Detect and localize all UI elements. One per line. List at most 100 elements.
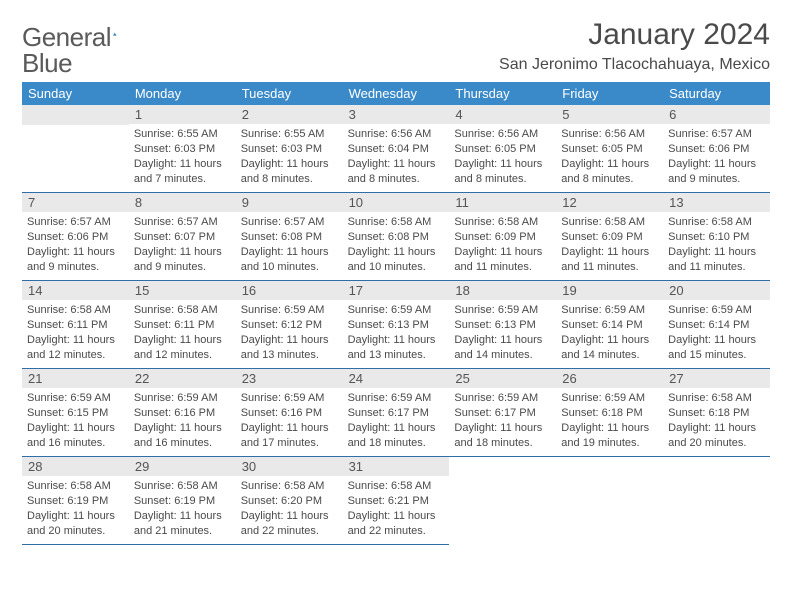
day-details: Sunrise: 6:58 AMSunset: 6:08 PMDaylight:…: [343, 212, 450, 279]
day-number: 28: [22, 457, 129, 476]
calendar-cell: 20Sunrise: 6:59 AMSunset: 6:14 PMDayligh…: [663, 281, 770, 369]
calendar-cell: 4Sunrise: 6:56 AMSunset: 6:05 PMDaylight…: [449, 105, 556, 193]
calendar-cell: 24Sunrise: 6:59 AMSunset: 6:17 PMDayligh…: [343, 369, 450, 457]
day-details: Sunrise: 6:57 AMSunset: 6:06 PMDaylight:…: [22, 212, 129, 279]
brand-word2: Blue: [22, 48, 72, 78]
calendar-cell: 31Sunrise: 6:58 AMSunset: 6:21 PMDayligh…: [343, 457, 450, 545]
day-details: Sunrise: 6:58 AMSunset: 6:20 PMDaylight:…: [236, 476, 343, 543]
brand-word2-wrap: Blue: [22, 48, 72, 79]
day-number: 8: [129, 193, 236, 212]
day-details: Sunrise: 6:59 AMSunset: 6:17 PMDaylight:…: [343, 388, 450, 455]
calendar-header-row: SundayMondayTuesdayWednesdayThursdayFrid…: [22, 82, 770, 105]
day-details: Sunrise: 6:59 AMSunset: 6:17 PMDaylight:…: [449, 388, 556, 455]
day-number: 2: [236, 105, 343, 124]
day-details: Sunrise: 6:59 AMSunset: 6:13 PMDaylight:…: [343, 300, 450, 367]
day-details: Sunrise: 6:59 AMSunset: 6:18 PMDaylight:…: [556, 388, 663, 455]
day-number: 7: [22, 193, 129, 212]
day-details: Sunrise: 6:58 AMSunset: 6:09 PMDaylight:…: [449, 212, 556, 279]
day-details: Sunrise: 6:59 AMSunset: 6:16 PMDaylight:…: [129, 388, 236, 455]
weekday-header: Tuesday: [236, 82, 343, 105]
day-number: 22: [129, 369, 236, 388]
day-number: 19: [556, 281, 663, 300]
logo-sail-icon: [113, 24, 117, 44]
calendar-body: 1Sunrise: 6:55 AMSunset: 6:03 PMDaylight…: [22, 105, 770, 545]
calendar-cell: 28Sunrise: 6:58 AMSunset: 6:19 PMDayligh…: [22, 457, 129, 545]
calendar-cell: 30Sunrise: 6:58 AMSunset: 6:20 PMDayligh…: [236, 457, 343, 545]
day-number: 14: [22, 281, 129, 300]
calendar-cell: 14Sunrise: 6:58 AMSunset: 6:11 PMDayligh…: [22, 281, 129, 369]
day-details: Sunrise: 6:58 AMSunset: 6:19 PMDaylight:…: [22, 476, 129, 543]
header-right: January 2024 San Jeronimo Tlacochahuaya,…: [499, 18, 770, 74]
day-number: 9: [236, 193, 343, 212]
calendar-cell: 12Sunrise: 6:58 AMSunset: 6:09 PMDayligh…: [556, 193, 663, 281]
calendar-cell: 5Sunrise: 6:56 AMSunset: 6:05 PMDaylight…: [556, 105, 663, 193]
day-number: 25: [449, 369, 556, 388]
day-number: 17: [343, 281, 450, 300]
calendar-cell: 16Sunrise: 6:59 AMSunset: 6:12 PMDayligh…: [236, 281, 343, 369]
day-details: Sunrise: 6:59 AMSunset: 6:16 PMDaylight:…: [236, 388, 343, 455]
calendar-cell: [22, 105, 129, 193]
day-number: 4: [449, 105, 556, 124]
calendar-cell: [449, 457, 556, 545]
day-details: Sunrise: 6:59 AMSunset: 6:15 PMDaylight:…: [22, 388, 129, 455]
day-number: 29: [129, 457, 236, 476]
day-details: Sunrise: 6:55 AMSunset: 6:03 PMDaylight:…: [236, 124, 343, 191]
day-number: 3: [343, 105, 450, 124]
calendar-cell: 18Sunrise: 6:59 AMSunset: 6:13 PMDayligh…: [449, 281, 556, 369]
calendar-cell: 22Sunrise: 6:59 AMSunset: 6:16 PMDayligh…: [129, 369, 236, 457]
day-number: 15: [129, 281, 236, 300]
calendar-cell: 10Sunrise: 6:58 AMSunset: 6:08 PMDayligh…: [343, 193, 450, 281]
calendar-cell: 23Sunrise: 6:59 AMSunset: 6:16 PMDayligh…: [236, 369, 343, 457]
day-details: Sunrise: 6:58 AMSunset: 6:11 PMDaylight:…: [129, 300, 236, 367]
calendar-cell: 11Sunrise: 6:58 AMSunset: 6:09 PMDayligh…: [449, 193, 556, 281]
day-details: Sunrise: 6:57 AMSunset: 6:06 PMDaylight:…: [663, 124, 770, 191]
day-number: 11: [449, 193, 556, 212]
day-details: Sunrise: 6:58 AMSunset: 6:19 PMDaylight:…: [129, 476, 236, 543]
month-title: January 2024: [499, 18, 770, 52]
calendar-cell: 6Sunrise: 6:57 AMSunset: 6:06 PMDaylight…: [663, 105, 770, 193]
calendar-cell: 2Sunrise: 6:55 AMSunset: 6:03 PMDaylight…: [236, 105, 343, 193]
calendar-cell: 17Sunrise: 6:59 AMSunset: 6:13 PMDayligh…: [343, 281, 450, 369]
calendar-cell: 8Sunrise: 6:57 AMSunset: 6:07 PMDaylight…: [129, 193, 236, 281]
calendar-cell: 3Sunrise: 6:56 AMSunset: 6:04 PMDaylight…: [343, 105, 450, 193]
calendar-cell: 25Sunrise: 6:59 AMSunset: 6:17 PMDayligh…: [449, 369, 556, 457]
weekday-header: Sunday: [22, 82, 129, 105]
day-details: Sunrise: 6:59 AMSunset: 6:14 PMDaylight:…: [663, 300, 770, 367]
day-details: Sunrise: 6:57 AMSunset: 6:08 PMDaylight:…: [236, 212, 343, 279]
day-number-empty: [22, 105, 129, 125]
calendar-cell: 21Sunrise: 6:59 AMSunset: 6:15 PMDayligh…: [22, 369, 129, 457]
weekday-header: Wednesday: [343, 82, 450, 105]
weekday-header: Saturday: [663, 82, 770, 105]
day-details: Sunrise: 6:56 AMSunset: 6:05 PMDaylight:…: [449, 124, 556, 191]
day-details: Sunrise: 6:58 AMSunset: 6:11 PMDaylight:…: [22, 300, 129, 367]
day-details: Sunrise: 6:55 AMSunset: 6:03 PMDaylight:…: [129, 124, 236, 191]
day-details: Sunrise: 6:58 AMSunset: 6:18 PMDaylight:…: [663, 388, 770, 455]
day-number: 12: [556, 193, 663, 212]
calendar-cell: [663, 457, 770, 545]
day-details: Sunrise: 6:56 AMSunset: 6:04 PMDaylight:…: [343, 124, 450, 191]
location-subtitle: San Jeronimo Tlacochahuaya, Mexico: [499, 56, 770, 74]
weekday-header: Friday: [556, 82, 663, 105]
calendar-cell: [556, 457, 663, 545]
calendar: SundayMondayTuesdayWednesdayThursdayFrid…: [22, 82, 770, 545]
day-details: Sunrise: 6:58 AMSunset: 6:09 PMDaylight:…: [556, 212, 663, 279]
calendar-cell: 19Sunrise: 6:59 AMSunset: 6:14 PMDayligh…: [556, 281, 663, 369]
day-number: 27: [663, 369, 770, 388]
day-details: Sunrise: 6:56 AMSunset: 6:05 PMDaylight:…: [556, 124, 663, 191]
calendar-cell: 26Sunrise: 6:59 AMSunset: 6:18 PMDayligh…: [556, 369, 663, 457]
day-number: 31: [343, 457, 450, 476]
day-details: Sunrise: 6:58 AMSunset: 6:21 PMDaylight:…: [343, 476, 450, 543]
day-details: Sunrise: 6:59 AMSunset: 6:12 PMDaylight:…: [236, 300, 343, 367]
day-number: 24: [343, 369, 450, 388]
day-details: Sunrise: 6:59 AMSunset: 6:13 PMDaylight:…: [449, 300, 556, 367]
day-number: 1: [129, 105, 236, 124]
day-number: 5: [556, 105, 663, 124]
day-number: 18: [449, 281, 556, 300]
day-number: 23: [236, 369, 343, 388]
day-details: Sunrise: 6:59 AMSunset: 6:14 PMDaylight:…: [556, 300, 663, 367]
day-number: 10: [343, 193, 450, 212]
day-details: Sunrise: 6:58 AMSunset: 6:10 PMDaylight:…: [663, 212, 770, 279]
calendar-cell: 9Sunrise: 6:57 AMSunset: 6:08 PMDaylight…: [236, 193, 343, 281]
day-number: 6: [663, 105, 770, 124]
header: General January 2024 San Jeronimo Tlacoc…: [22, 18, 770, 74]
